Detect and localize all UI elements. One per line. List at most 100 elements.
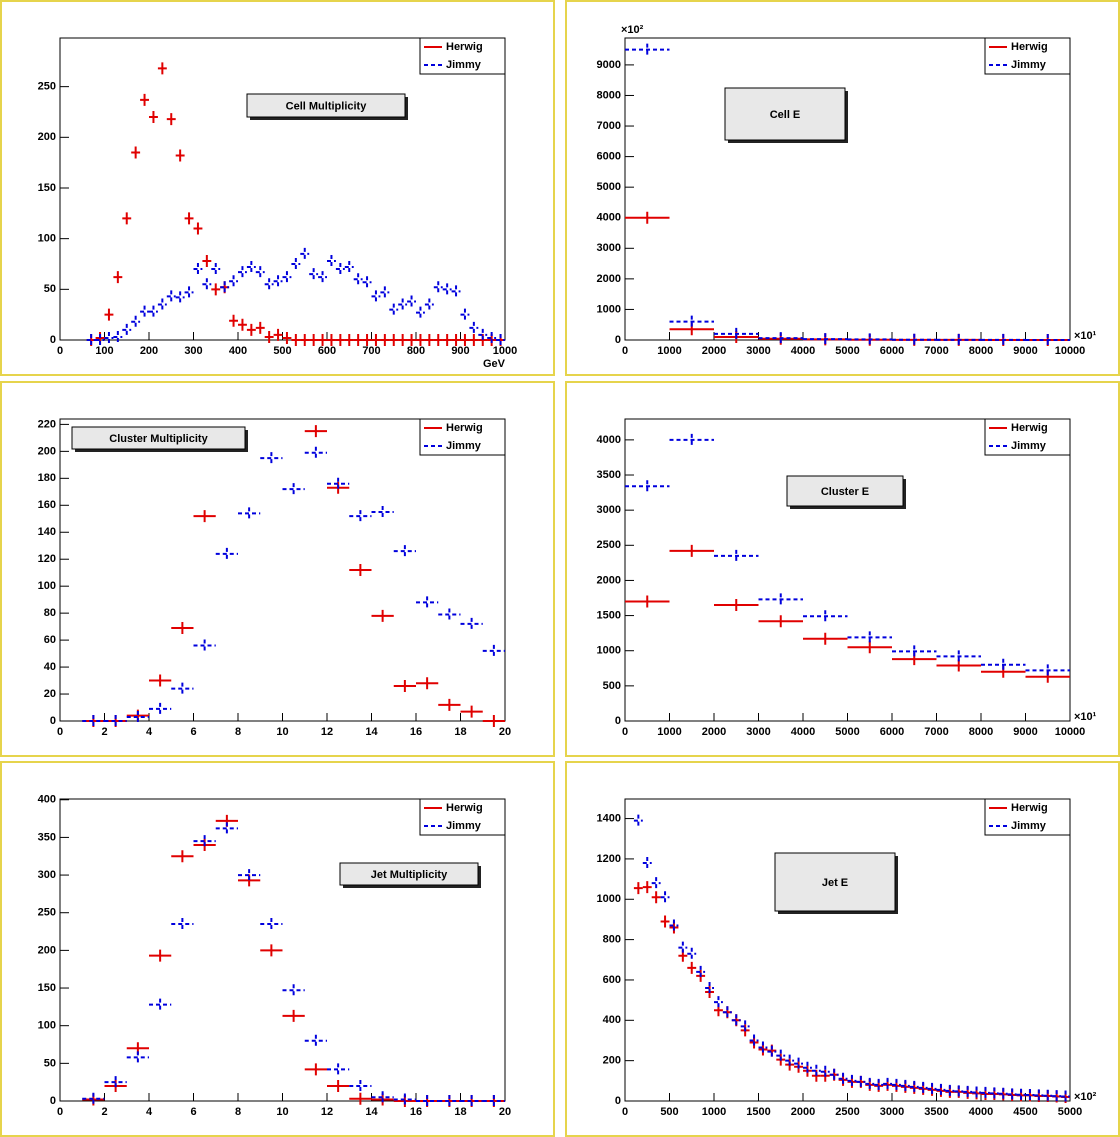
y-tick-label: 150 — [38, 182, 56, 194]
x-tick-label: 400 — [229, 345, 247, 357]
x-tick-label: 3000 — [746, 345, 770, 357]
y-tick-label: 120 — [38, 553, 56, 565]
histogram-point — [892, 1078, 901, 1091]
y-tick-label: 180 — [38, 472, 56, 484]
histogram-point — [349, 510, 372, 523]
x-multiplier: ×10¹ — [1074, 330, 1097, 342]
histogram-point — [416, 1095, 439, 1107]
histogram-point — [1052, 1090, 1062, 1103]
histogram-point — [149, 111, 158, 124]
histogram-point — [304, 1034, 327, 1047]
histogram-point — [1007, 1088, 1017, 1101]
histogram-point — [371, 506, 394, 519]
histogram-point — [758, 332, 803, 345]
histogram-point — [157, 62, 167, 75]
histogram-point — [353, 273, 363, 286]
y-tick-label: 300 — [38, 869, 56, 881]
histogram-point — [184, 212, 194, 225]
histogram-point — [304, 446, 327, 459]
legend-box — [984, 798, 1071, 836]
x-tick-label: 1000 — [657, 726, 681, 738]
x-tick-label: 3000 — [746, 726, 770, 738]
x-tick-label: 8000 — [969, 345, 993, 357]
x-tick-label: 900 — [451, 345, 469, 357]
histogram-point — [246, 261, 256, 274]
x-tick-label: 8000 — [969, 726, 993, 738]
y-tick-label: 2000 — [597, 273, 621, 285]
y-tick-label: 1000 — [597, 645, 621, 657]
histogram-point — [433, 334, 443, 346]
histogram-point — [416, 677, 439, 690]
x-tick-label: 4 — [146, 726, 153, 738]
x-tick-label: 6 — [190, 1106, 196, 1118]
histogram-point — [963, 1085, 973, 1098]
histogram-point — [184, 286, 194, 299]
histogram-point — [171, 918, 194, 931]
histogram-point — [327, 1079, 350, 1092]
histogram-point — [460, 1095, 483, 1107]
histogram-point — [389, 303, 399, 316]
histogram-point — [669, 315, 714, 328]
panel: 0 100 200 300 400 500 600 700 800 900 1000 0 50 100 15… — [0, 0, 555, 376]
histogram-point — [829, 1068, 839, 1081]
histogram-point — [856, 1075, 866, 1088]
histogram-point — [273, 275, 283, 288]
histogram-point — [847, 631, 892, 644]
histogram-point — [131, 146, 141, 159]
histogram-point — [642, 856, 652, 869]
x-tick-label: 0 — [57, 345, 63, 357]
y-tick-label: 160 — [38, 499, 56, 511]
y-tick-label: 0 — [50, 715, 56, 727]
x-tick-label: 7000 — [924, 345, 948, 357]
annotation-box — [786, 475, 904, 507]
x-tick-label: 16 — [410, 726, 422, 738]
histogram-point — [229, 275, 238, 288]
histogram-point — [282, 331, 292, 344]
histogram-point — [264, 278, 274, 291]
histogram-point — [215, 547, 238, 560]
y-tick-label: 9000 — [597, 59, 621, 71]
y-tick-label: 20 — [44, 688, 56, 700]
panel: 0 1000 2000 3000 4000 5000 6000 7000 8000 9000 100… — [565, 0, 1120, 376]
histogram-point — [255, 266, 265, 279]
x-multiplier: ×10¹ — [1074, 711, 1097, 723]
annotation: Cell Multiplicity — [286, 100, 368, 112]
y-tick-label: 1400 — [597, 812, 621, 824]
histogram-point — [625, 480, 670, 493]
y-tick-label: 250 — [38, 907, 56, 919]
histogram-point — [651, 877, 661, 890]
histogram-point — [1061, 1090, 1070, 1103]
histogram-point — [438, 1095, 461, 1107]
histogram-point — [327, 477, 350, 490]
histogram-point — [215, 822, 238, 835]
histogram-point — [416, 306, 425, 319]
x-tick-label: 8 — [235, 726, 241, 738]
x-tick-label: 0 — [622, 345, 628, 357]
histogram-point — [86, 334, 96, 346]
histogram-point — [442, 283, 452, 296]
histogram-point — [344, 334, 354, 346]
x-tick-label: 300 — [184, 345, 202, 357]
histogram-point — [496, 334, 505, 346]
histogram-point — [936, 650, 981, 663]
y-tick-label: 200 — [38, 131, 56, 143]
y-tick-label: 80 — [44, 607, 56, 619]
histogram-point — [669, 919, 679, 932]
x-tick-label: 1000 — [702, 1106, 726, 1118]
histogram-point — [482, 715, 505, 727]
histogram-point — [758, 1041, 768, 1054]
histogram-point — [776, 1049, 786, 1062]
annotation: Jet Multiplicity — [371, 869, 448, 881]
x-tick-label: 2 — [101, 726, 107, 738]
histogram-point — [451, 334, 461, 346]
histogram-point — [104, 308, 114, 321]
legend-label: Jimmy — [446, 440, 482, 452]
histogram-point — [633, 814, 643, 827]
histogram-point — [171, 850, 194, 863]
y-tick-label: 140 — [38, 526, 56, 538]
y-tick-label: 220 — [38, 418, 56, 430]
histogram-point — [981, 1086, 990, 1099]
y-tick-label: 100 — [38, 1020, 56, 1032]
histogram-point — [416, 334, 425, 346]
y-tick-label: 0 — [50, 1095, 56, 1107]
